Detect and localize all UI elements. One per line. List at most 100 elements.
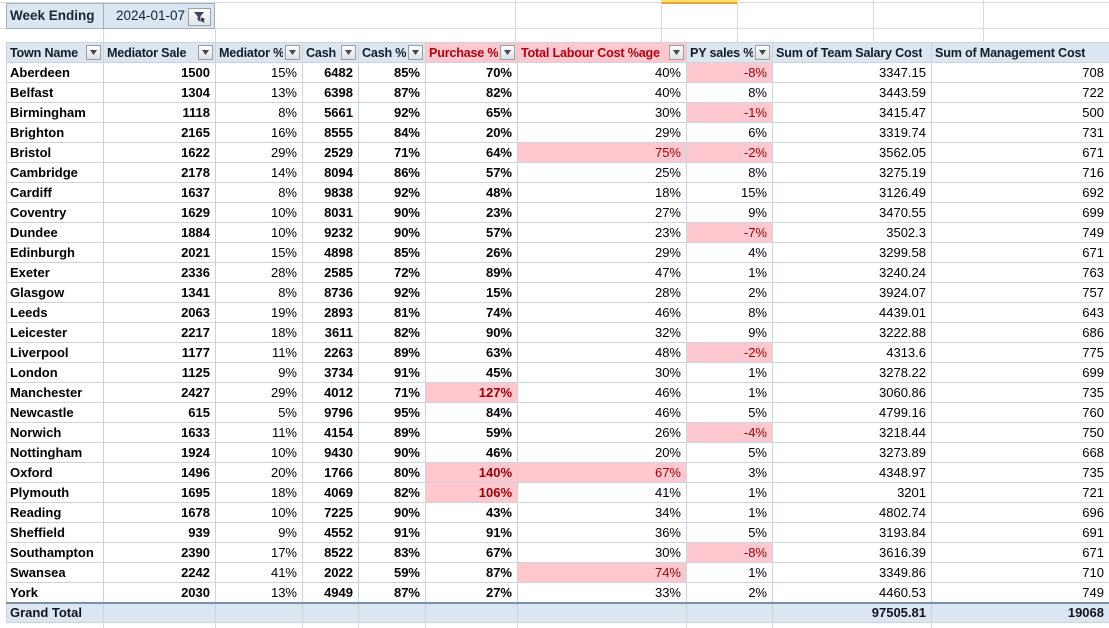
cell-manchester-cash[interactable]: 4012: [302, 382, 359, 403]
cell-nottingham-cash[interactable]: 9430: [302, 442, 359, 463]
cell-norwich-py_sales_pct[interactable]: -4%: [686, 422, 773, 443]
cell-plymouth-py_sales_pct[interactable]: 1%: [686, 482, 773, 503]
cell-swansea-town[interactable]: Swansea: [6, 562, 104, 583]
cell-edinburgh-town[interactable]: Edinburgh: [6, 242, 104, 263]
cell-oxford-town[interactable]: Oxford: [6, 462, 104, 483]
cell-manchester-py_sales_pct[interactable]: 1%: [686, 382, 773, 403]
cell-newcastle-team_salary[interactable]: 4799.16: [772, 402, 932, 423]
cell-cardiff-team_salary[interactable]: 3126.49: [772, 182, 932, 203]
cell-newcastle-management_cost[interactable]: 760: [931, 402, 1109, 423]
cell-cardiff-cash_pct[interactable]: 92%: [358, 182, 426, 203]
cell-swansea-team_salary[interactable]: 3349.86: [772, 562, 932, 583]
cell-grand-total-labour_pct[interactable]: [517, 601, 687, 623]
cell-coventry-mediator_sale[interactable]: 1629: [103, 202, 216, 223]
cell-swansea-cash[interactable]: 2022: [302, 562, 359, 583]
cell-leeds-cash[interactable]: 2893: [302, 302, 359, 323]
cell-belfast-py_sales_pct[interactable]: 8%: [686, 82, 773, 103]
cell-norwich-labour_pct[interactable]: 26%: [517, 422, 687, 443]
cell-bristol-mediator_sale[interactable]: 1622: [103, 142, 216, 163]
cell-reading-cash_pct[interactable]: 90%: [358, 502, 426, 523]
cell-nottingham-labour_pct[interactable]: 20%: [517, 442, 687, 463]
cell-norwich-management_cost[interactable]: 750: [931, 422, 1109, 443]
cell-brighton-management_cost[interactable]: 731: [931, 122, 1109, 143]
cell-london-cash[interactable]: 3734: [302, 362, 359, 383]
cell-liverpool-py_sales_pct[interactable]: -2%: [686, 342, 773, 363]
cell-cardiff-mediator_sale[interactable]: 1637: [103, 182, 216, 203]
cell-grand-total-cash[interactable]: [302, 601, 359, 623]
cell-norwich-team_salary[interactable]: 3218.44: [772, 422, 932, 443]
filter-dropdown-button[interactable]: [669, 45, 684, 60]
cell-sheffield-mediator_pct[interactable]: 9%: [215, 522, 303, 543]
cell-london-town[interactable]: London: [6, 362, 104, 383]
cell-exeter-mediator_sale[interactable]: 2336: [103, 262, 216, 283]
cell-london-team_salary[interactable]: 3278.22: [772, 362, 932, 383]
cell-reading-mediator_pct[interactable]: 10%: [215, 502, 303, 523]
cell-leicester-management_cost[interactable]: 686: [931, 322, 1109, 343]
cell-manchester-cash_pct[interactable]: 71%: [358, 382, 426, 403]
cell-grand-total-mediator_sale[interactable]: [103, 601, 216, 623]
cell-cambridge-management_cost[interactable]: 716: [931, 162, 1109, 183]
cell-leicester-mediator_pct[interactable]: 18%: [215, 322, 303, 343]
cell-cardiff-town[interactable]: Cardiff: [6, 182, 104, 203]
cell-leicester-purchase_pct[interactable]: 90%: [425, 322, 518, 343]
cell-manchester-town[interactable]: Manchester: [6, 382, 104, 403]
cell-nottingham-team_salary[interactable]: 3273.89: [772, 442, 932, 463]
cell-leicester-town[interactable]: Leicester: [6, 322, 104, 343]
cell-london-mediator_pct[interactable]: 9%: [215, 362, 303, 383]
cell-york-mediator_sale[interactable]: 2030: [103, 582, 216, 603]
cell-bristol-purchase_pct[interactable]: 64%: [425, 142, 518, 163]
cell-brighton-town[interactable]: Brighton: [6, 122, 104, 143]
cell-leicester-cash[interactable]: 3611: [302, 322, 359, 343]
column-header-cash_pct[interactable]: Cash %: [358, 42, 426, 63]
cell-london-management_cost[interactable]: 699: [931, 362, 1109, 383]
cell-exeter-labour_pct[interactable]: 47%: [517, 262, 687, 283]
cell-sheffield-cash[interactable]: 4552: [302, 522, 359, 543]
cell-coventry-management_cost[interactable]: 699: [931, 202, 1109, 223]
cell-exeter-cash_pct[interactable]: 72%: [358, 262, 426, 283]
cell-birmingham-team_salary[interactable]: 3415.47: [772, 102, 932, 123]
cell-plymouth-cash_pct[interactable]: 82%: [358, 482, 426, 503]
column-header-labour_pct[interactable]: Total Labour Cost %age: [517, 42, 687, 63]
cell-plymouth-mediator_pct[interactable]: 18%: [215, 482, 303, 503]
cell-bristol-py_sales_pct[interactable]: -2%: [686, 142, 773, 163]
cell-liverpool-mediator_pct[interactable]: 11%: [215, 342, 303, 363]
cell-birmingham-management_cost[interactable]: 500: [931, 102, 1109, 123]
cell-edinburgh-mediator_sale[interactable]: 2021: [103, 242, 216, 263]
column-header-purchase_pct[interactable]: Purchase %: [425, 42, 518, 63]
cell-glasgow-cash[interactable]: 8736: [302, 282, 359, 303]
cell-london-py_sales_pct[interactable]: 1%: [686, 362, 773, 383]
cell-glasgow-town[interactable]: Glasgow: [6, 282, 104, 303]
cell-york-labour_pct[interactable]: 33%: [517, 582, 687, 603]
cell-sheffield-management_cost[interactable]: 691: [931, 522, 1109, 543]
cell-belfast-labour_pct[interactable]: 40%: [517, 82, 687, 103]
column-header-mediator_pct[interactable]: Mediator %: [215, 42, 303, 63]
cell-reading-py_sales_pct[interactable]: 1%: [686, 502, 773, 523]
cell-sheffield-town[interactable]: Sheffield: [6, 522, 104, 543]
cell-southampton-mediator_sale[interactable]: 2390: [103, 542, 216, 563]
cell-cambridge-purchase_pct[interactable]: 57%: [425, 162, 518, 183]
cell-plymouth-purchase_pct[interactable]: 106%: [425, 482, 518, 503]
cell-norwich-cash_pct[interactable]: 89%: [358, 422, 426, 443]
cell-manchester-mediator_sale[interactable]: 2427: [103, 382, 216, 403]
cell-bristol-cash[interactable]: 2529: [302, 142, 359, 163]
cell-nottingham-py_sales_pct[interactable]: 5%: [686, 442, 773, 463]
cell-glasgow-labour_pct[interactable]: 28%: [517, 282, 687, 303]
cell-grand-total-town[interactable]: Grand Total: [6, 601, 104, 623]
cell-cardiff-purchase_pct[interactable]: 48%: [425, 182, 518, 203]
cell-reading-purchase_pct[interactable]: 43%: [425, 502, 518, 523]
cell-belfast-cash_pct[interactable]: 87%: [358, 82, 426, 103]
cell-edinburgh-mediator_pct[interactable]: 15%: [215, 242, 303, 263]
cell-coventry-cash_pct[interactable]: 90%: [358, 202, 426, 223]
cell-oxford-team_salary[interactable]: 4348.97: [772, 462, 932, 483]
cell-glasgow-mediator_sale[interactable]: 1341: [103, 282, 216, 303]
cell-dundee-town[interactable]: Dundee: [6, 222, 104, 243]
cell-brighton-purchase_pct[interactable]: 20%: [425, 122, 518, 143]
cell-cambridge-labour_pct[interactable]: 25%: [517, 162, 687, 183]
cell-plymouth-cash[interactable]: 4069: [302, 482, 359, 503]
cell-brighton-mediator_sale[interactable]: 2165: [103, 122, 216, 143]
cell-edinburgh-cash[interactable]: 4898: [302, 242, 359, 263]
cell-exeter-mediator_pct[interactable]: 28%: [215, 262, 303, 283]
cell-birmingham-labour_pct[interactable]: 30%: [517, 102, 687, 123]
cell-dundee-labour_pct[interactable]: 23%: [517, 222, 687, 243]
cell-bristol-labour_pct[interactable]: 75%: [517, 142, 687, 163]
